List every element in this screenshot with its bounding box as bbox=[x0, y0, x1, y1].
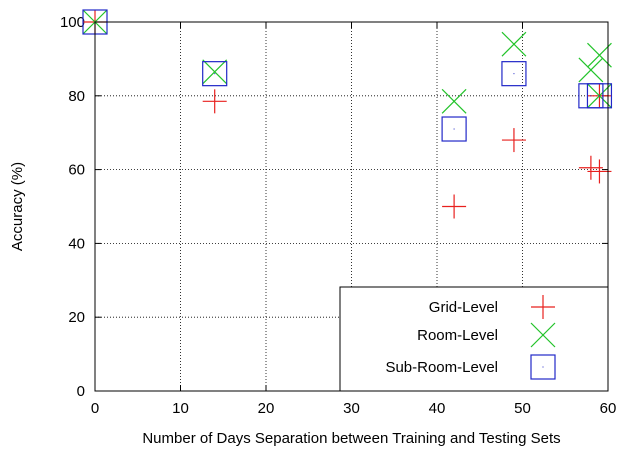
grid-level-point bbox=[501, 128, 526, 153]
x-tick-label: 30 bbox=[343, 400, 360, 417]
square-center-dot bbox=[453, 128, 455, 130]
sub-room-level-point bbox=[586, 83, 613, 109]
y-tick-label: 80 bbox=[68, 88, 85, 105]
room-level-point bbox=[578, 57, 604, 83]
legend-label-grid-level: Grid-Level bbox=[429, 299, 498, 316]
grid-level-point bbox=[442, 194, 467, 219]
legend-label-sub-room-level: Sub-Room-Level bbox=[385, 359, 498, 376]
grid-level-point bbox=[202, 89, 227, 114]
cross-stroke bbox=[587, 42, 612, 68]
square-center-dot bbox=[542, 366, 544, 368]
sub-room-level-point bbox=[441, 116, 467, 142]
x-tick-label: 50 bbox=[514, 400, 531, 417]
legend-marker-room-level bbox=[530, 322, 556, 348]
x-tick-label: 60 bbox=[600, 400, 617, 417]
square-outline bbox=[202, 61, 228, 87]
room-level-point bbox=[587, 42, 612, 68]
y-axis-label: Accuracy (%) bbox=[9, 162, 26, 251]
legend-label-room-level: Room-Level bbox=[417, 327, 498, 344]
y-tick-label: 0 bbox=[77, 383, 85, 400]
x-tick-label: 0 bbox=[91, 400, 99, 417]
grid-level-point bbox=[587, 159, 612, 184]
legend: Grid-Level Room-Level Sub-Room-Level bbox=[339, 286, 609, 392]
legend-marker-sub-room-level bbox=[530, 354, 556, 380]
square-outline bbox=[530, 354, 556, 380]
legend-marker-grid-level bbox=[531, 295, 555, 319]
cross-stroke bbox=[530, 322, 556, 348]
x-tick-label: 40 bbox=[429, 400, 446, 417]
legend-markers bbox=[530, 295, 556, 380]
cross-stroke bbox=[578, 57, 604, 83]
y-tick-label: 40 bbox=[68, 235, 85, 252]
axis-ticks: 0 10 20 30 40 50 60 0 20 40 60 80 100 bbox=[60, 14, 616, 417]
cross-stroke bbox=[202, 59, 228, 85]
square-center-dot bbox=[590, 95, 592, 97]
square-outline bbox=[441, 116, 467, 142]
sub-room-level-point bbox=[202, 61, 228, 87]
legend-box bbox=[339, 286, 609, 392]
square-outline bbox=[501, 61, 527, 87]
room-level-point bbox=[501, 31, 527, 57]
x-tick-label: 20 bbox=[258, 400, 275, 417]
x-tick-label: 10 bbox=[172, 400, 189, 417]
data-points bbox=[82, 9, 613, 219]
y-tick-label: 100 bbox=[60, 14, 85, 31]
square-center-dot bbox=[513, 73, 515, 75]
y-tick-label: 60 bbox=[68, 162, 85, 179]
cross-stroke bbox=[501, 31, 527, 57]
square-center-dot bbox=[214, 73, 216, 75]
square-outline bbox=[586, 83, 613, 109]
y-tick-label: 20 bbox=[68, 309, 85, 326]
sub-room-level-point bbox=[501, 61, 527, 87]
square-center-dot bbox=[598, 95, 600, 97]
x-axis-label: Number of Days Separation between Traini… bbox=[142, 430, 560, 447]
room-level-point bbox=[202, 59, 228, 85]
room-level-point bbox=[441, 88, 467, 114]
cross-stroke bbox=[441, 88, 467, 114]
